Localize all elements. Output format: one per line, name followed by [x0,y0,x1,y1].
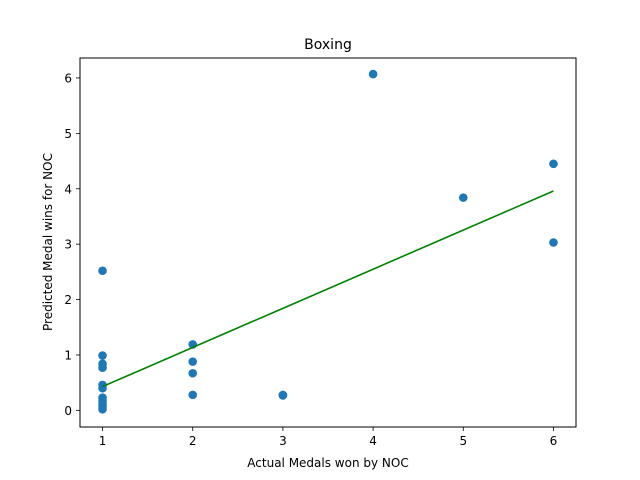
chart-title: Boxing [304,37,352,53]
data-point [98,404,107,414]
x-axis-label: Actual Medals won by NOC [247,456,408,470]
y-tick-label: 2 [64,293,72,307]
data-point [98,351,107,360]
data-point [458,193,468,202]
x-tick-label: 2 [189,434,197,448]
x-tick-label: 6 [550,434,558,448]
x-tick-label: 5 [459,434,467,448]
data-point [188,368,198,378]
data-point [98,363,107,373]
y-axis-ticks: 0 1 2 3 4 5 6 [64,71,80,418]
fit-line [102,190,554,388]
data-point [549,238,558,247]
plot-area-frame [79,57,577,428]
y-tick-label: 1 [64,348,72,362]
data-point [98,266,107,276]
data-point [188,390,198,400]
y-tick-label: 4 [64,182,72,196]
data-point [549,159,558,169]
y-tick-label: 6 [64,71,72,85]
data-point [368,69,378,79]
y-axis-label: Predicted Medal wins for NOC [41,153,55,331]
x-tick-label: 3 [279,434,287,448]
y-tick-label: 0 [64,404,72,418]
x-axis-ticks: 1 2 3 4 5 6 [99,427,558,448]
y-tick-label: 5 [64,127,72,141]
x-tick-label: 1 [99,434,107,448]
data-point [278,391,288,400]
y-tick-label: 3 [64,238,72,252]
plot-marks [98,69,558,414]
x-tick-label: 4 [369,434,377,448]
data-point [188,357,198,366]
